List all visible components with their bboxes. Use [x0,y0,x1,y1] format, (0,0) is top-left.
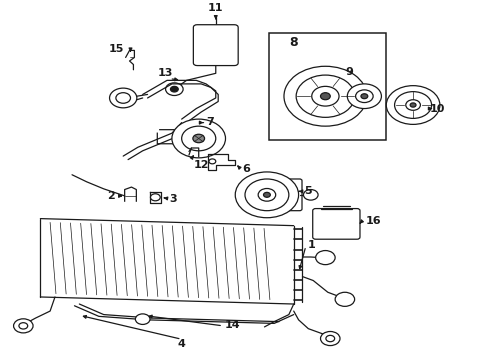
Circle shape [14,319,33,333]
Text: 12: 12 [194,159,209,170]
Text: 9: 9 [345,67,353,77]
FancyBboxPatch shape [194,25,238,66]
Circle shape [386,86,440,125]
Text: 3: 3 [170,194,177,204]
Circle shape [193,134,204,143]
Text: 15: 15 [108,44,123,54]
Circle shape [326,336,335,342]
Circle shape [303,190,318,200]
Text: 5: 5 [304,186,312,195]
Bar [270,33,386,140]
Text: 11: 11 [208,3,223,13]
Circle shape [110,88,137,108]
Circle shape [296,75,355,117]
FancyBboxPatch shape [313,208,360,239]
Text: 16: 16 [366,216,381,226]
FancyBboxPatch shape [266,179,302,211]
Circle shape [258,189,276,201]
Circle shape [406,100,420,110]
Circle shape [182,126,216,151]
Circle shape [320,332,340,346]
Text: 8: 8 [289,36,297,49]
Circle shape [335,292,355,306]
Text: 13: 13 [157,68,173,77]
Text: 10: 10 [430,104,445,114]
Text: 6: 6 [243,164,250,174]
Circle shape [209,159,216,164]
Circle shape [361,94,368,99]
Circle shape [19,323,28,329]
Circle shape [264,192,270,197]
Circle shape [320,93,330,100]
Text: 4: 4 [178,339,186,349]
Circle shape [135,314,150,324]
Circle shape [150,194,160,201]
Text: 14: 14 [224,320,240,330]
Circle shape [166,83,183,95]
Text: 1: 1 [307,240,315,250]
Circle shape [116,93,130,103]
Circle shape [316,251,335,265]
Text: 7: 7 [206,117,214,127]
Circle shape [356,90,373,103]
Text: 2: 2 [107,191,115,201]
Circle shape [410,103,416,107]
Circle shape [284,66,367,126]
Circle shape [171,86,178,92]
Circle shape [394,92,432,118]
Circle shape [172,119,225,158]
Circle shape [347,84,381,109]
Circle shape [312,86,339,106]
Circle shape [245,179,289,211]
Circle shape [235,172,298,218]
